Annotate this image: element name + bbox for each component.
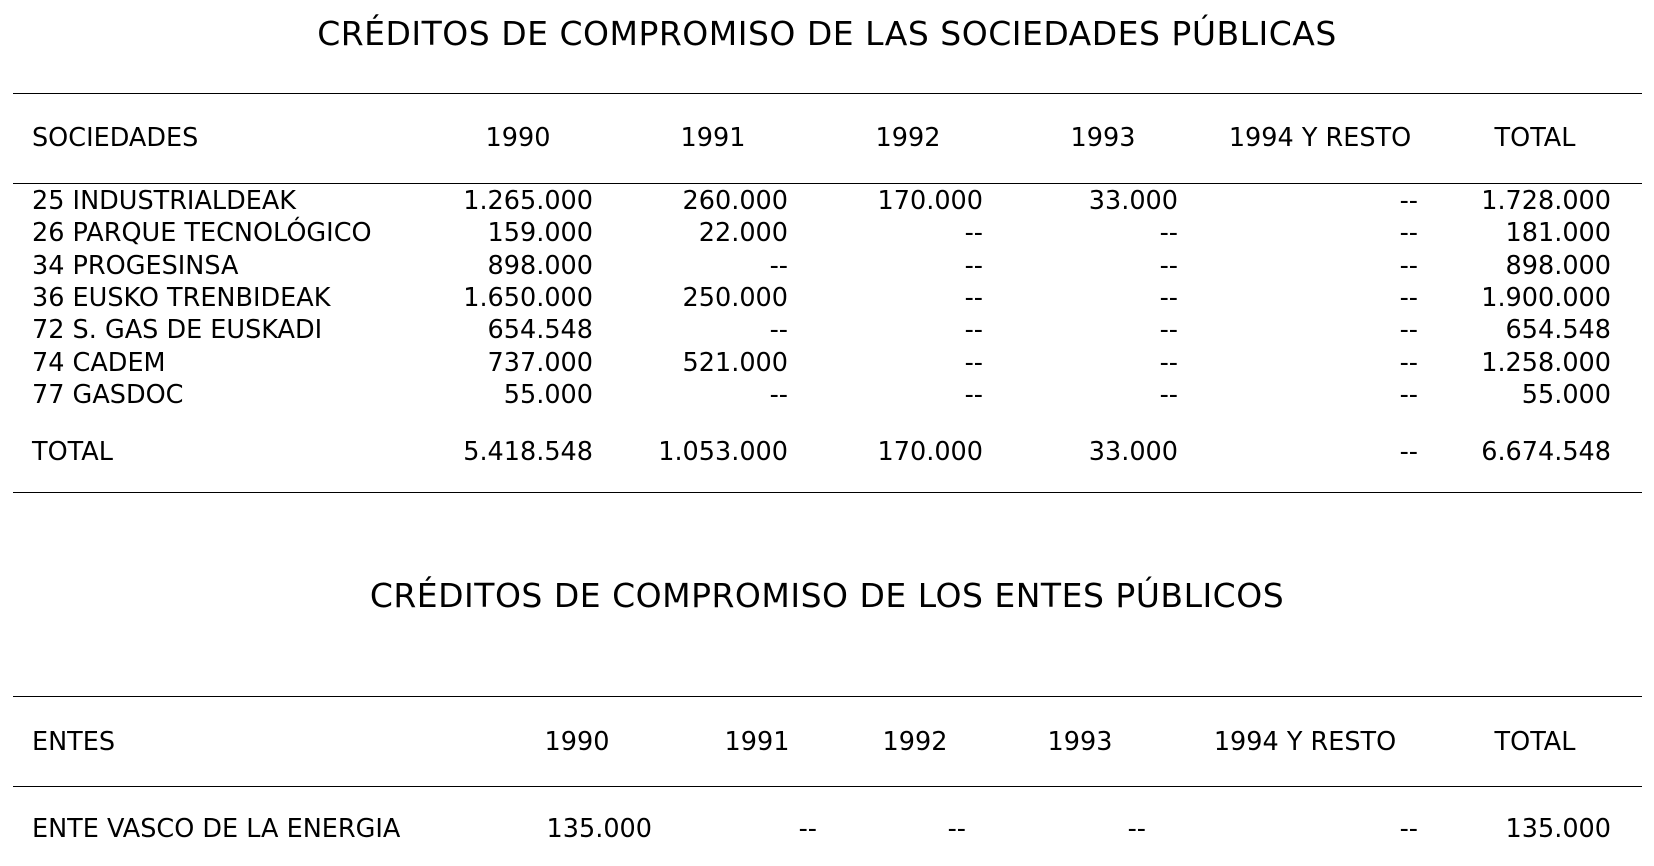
table-row: 36 EUSKO TRENBIDEAK 1.650.000 250.000 -- -- -… [0, 282, 1654, 314]
cell-1990: 898.000 [487, 250, 593, 281]
cell-1994-y-resto: -- [1399, 315, 1418, 346]
header-entes: ENTES [32, 727, 116, 757]
cell-1990: 135.000 [546, 814, 652, 844]
cell-1994-y-resto: -- [1399, 347, 1418, 378]
row-label: 77 GASDOC [32, 379, 184, 410]
total-1993: 33.000 [1088, 437, 1178, 467]
row-label: 36 EUSKO TRENBIDEAK [32, 282, 331, 313]
header-1993: 1993 [1070, 123, 1136, 153]
cell-1994-y-resto: -- [1399, 186, 1418, 216]
cell-1990: 1.265.000 [463, 186, 593, 216]
entes-header-1991: 1991 [724, 727, 790, 757]
cell-1994-y-resto: -- [1399, 814, 1418, 844]
row-label: ENTE VASCO DE LA ENERGIA [32, 814, 401, 844]
cell-1992: -- [964, 315, 983, 346]
entes-header-1993: 1993 [1047, 727, 1113, 757]
total-1990: 5.418.548 [463, 437, 593, 467]
cell-1992: -- [964, 379, 983, 410]
cell-1993: -- [1159, 282, 1178, 313]
entes-header-row: ENTES 1990 1991 1992 1993 1994 Y RESTO T… [0, 726, 1654, 758]
cell-1992: -- [964, 250, 983, 281]
cell-1992: -- [964, 347, 983, 378]
total-1994-y-resto: -- [1399, 437, 1418, 467]
cell-1994-y-resto: -- [1399, 379, 1418, 410]
header-sociedades: SOCIEDADES [32, 123, 199, 153]
sociedades-bottom-rule [13, 492, 1642, 493]
cell-1994-y-resto: -- [1399, 282, 1418, 313]
header-total: TOTAL [1494, 123, 1576, 153]
cell-1990: 1.650.000 [463, 282, 593, 313]
cell-total: 55.000 [1521, 379, 1611, 410]
cell-1991: 260.000 [682, 186, 788, 216]
cell-1990: 737.000 [487, 347, 593, 378]
cell-1991: -- [769, 315, 788, 346]
cell-1993: 33.000 [1088, 186, 1178, 216]
cell-1991: -- [798, 814, 817, 844]
cell-1991: 250.000 [682, 282, 788, 313]
entes-header-rule [13, 786, 1642, 787]
cell-1991: 22.000 [698, 218, 788, 249]
cell-total: 1.900.000 [1481, 282, 1611, 313]
entes-top-rule [13, 696, 1642, 697]
entes-header-1992: 1992 [882, 727, 948, 757]
cell-1993: -- [1159, 315, 1178, 346]
cell-1992: 170.000 [877, 186, 983, 216]
row-label: 74 CADEM [32, 347, 166, 378]
cell-1993: -- [1159, 347, 1178, 378]
sociedades-top-rule [13, 93, 1642, 94]
entes-header-1994-y-resto: 1994 Y RESTO [1213, 727, 1397, 757]
header-1991: 1991 [680, 123, 746, 153]
entes-title: CRÉDITOS DE COMPROMISO DE LOS ENTES PÚBL… [369, 576, 1285, 615]
sociedades-header-row: SOCIEDADES 1990 1991 1992 1993 1994 Y RE… [0, 122, 1654, 154]
cell-1993: -- [1159, 218, 1178, 249]
cell-total: 898.000 [1505, 250, 1611, 281]
cell-total: 1.258.000 [1481, 347, 1611, 378]
cell-1991: 521.000 [682, 347, 788, 378]
table-row: 26 PARQUE TECNOLÓGICO 159.000 22.000 -- -- --… [0, 217, 1654, 249]
row-label: 72 S. GAS DE EUSKADI [32, 315, 323, 346]
row-label: 25 INDUSTRIALDEAK [32, 186, 297, 216]
header-1994-y-resto: 1994 Y RESTO [1228, 123, 1412, 153]
table-row: 34 PROGESINSA 898.000 -- -- -- -- 898.000 [0, 250, 1654, 282]
cell-1993: -- [1127, 814, 1146, 844]
cell-1994-y-resto: -- [1399, 250, 1418, 281]
entes-header-total: TOTAL [1494, 727, 1576, 757]
entes-header-1990: 1990 [544, 727, 610, 757]
cell-1993: -- [1159, 250, 1178, 281]
header-1990: 1990 [485, 123, 551, 153]
total-label: TOTAL [32, 437, 113, 467]
cell-1992: -- [964, 218, 983, 249]
table-row: 77 GASDOC 55.000 -- -- -- -- 55.000 [0, 379, 1654, 411]
sociedades-title: CRÉDITOS DE COMPROMISO DE LAS SOCIEDADES… [317, 14, 1337, 53]
cell-total: 654.548 [1505, 315, 1611, 346]
cell-total: 1.728.000 [1481, 186, 1611, 216]
cell-1990: 654.548 [487, 315, 593, 346]
header-1992: 1992 [875, 123, 941, 153]
table-row: 72 S. GAS DE EUSKADI 654.548 -- -- -- -- 654.5… [0, 314, 1654, 346]
cell-total: 181.000 [1505, 218, 1611, 249]
total-1991: 1.053.000 [658, 437, 788, 467]
cell-1991: -- [769, 379, 788, 410]
cell-1990: 55.000 [503, 379, 593, 410]
cell-1993: -- [1159, 379, 1178, 410]
sociedades-total-row: TOTAL 5.418.548 1.053.000 170.000 33.000… [0, 436, 1654, 468]
row-label: 34 PROGESINSA [32, 250, 239, 281]
cell-1990: 159.000 [487, 218, 593, 249]
row-label: 26 PARQUE TECNOLÓGICO [32, 218, 372, 249]
cell-1992: -- [947, 814, 966, 844]
total-1992: 170.000 [877, 437, 983, 467]
table-row: 74 CADEM 737.000 521.000 -- -- -- 1.258.000 [0, 347, 1654, 379]
sociedades-header-rule [13, 183, 1642, 184]
cell-total: 135.000 [1505, 814, 1611, 844]
cell-1992: -- [964, 282, 983, 313]
table-row: ENTE VASCO DE LA ENERGIA 135.000 -- -- -- -- 1… [0, 813, 1654, 845]
cell-1994-y-resto: -- [1399, 218, 1418, 249]
table-row: 25 INDUSTRIALDEAK 1.265.000 260.000 170.000… [0, 185, 1654, 217]
cell-1991: -- [769, 250, 788, 281]
total-total: 6.674.548 [1481, 437, 1611, 467]
